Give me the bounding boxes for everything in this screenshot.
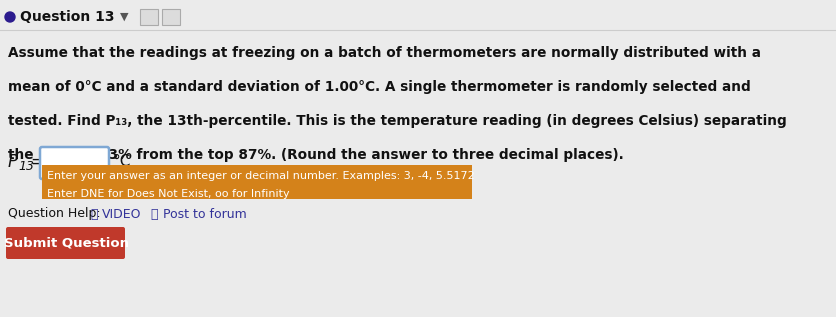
Text: 13: 13 xyxy=(18,160,34,173)
Text: Question Help:: Question Help: xyxy=(8,208,100,221)
Text: 💬: 💬 xyxy=(150,208,157,221)
Text: VIDEO: VIDEO xyxy=(102,208,141,221)
Text: 📄: 📄 xyxy=(90,208,98,221)
Text: the bottom 13% from the top 87%. (Round the answer to three decimal places).: the bottom 13% from the top 87%. (Round … xyxy=(8,148,624,162)
Text: tested. Find P₁₃, the 13th-percentile. This is the temperature reading (in degre: tested. Find P₁₃, the 13th-percentile. T… xyxy=(8,114,787,128)
Text: Enter your answer as an integer or decimal number. Examples: 3, -4, 5.5172: Enter your answer as an integer or decim… xyxy=(47,171,475,181)
Text: Enter DNE for Does Not Exist, oo for Infinity: Enter DNE for Does Not Exist, oo for Inf… xyxy=(47,189,289,199)
Text: Post to forum: Post to forum xyxy=(163,208,247,221)
Text: Assume that the readings at freezing on a batch of thermometers are normally dis: Assume that the readings at freezing on … xyxy=(8,46,761,60)
Text: mean of 0°C and a standard deviation of 1.00°C. A single thermometer is randomly: mean of 0°C and a standard deviation of … xyxy=(8,80,751,94)
Text: ▼: ▼ xyxy=(120,12,129,22)
FancyBboxPatch shape xyxy=(40,147,109,179)
FancyBboxPatch shape xyxy=(6,227,125,259)
Text: =: = xyxy=(30,153,43,171)
FancyBboxPatch shape xyxy=(42,165,472,199)
FancyBboxPatch shape xyxy=(162,9,180,25)
Text: P: P xyxy=(8,153,18,171)
Text: Question 13: Question 13 xyxy=(20,10,115,24)
Circle shape xyxy=(5,12,15,22)
Text: Submit Question: Submit Question xyxy=(3,236,129,249)
Text: °C: °C xyxy=(113,154,131,170)
FancyBboxPatch shape xyxy=(140,9,158,25)
